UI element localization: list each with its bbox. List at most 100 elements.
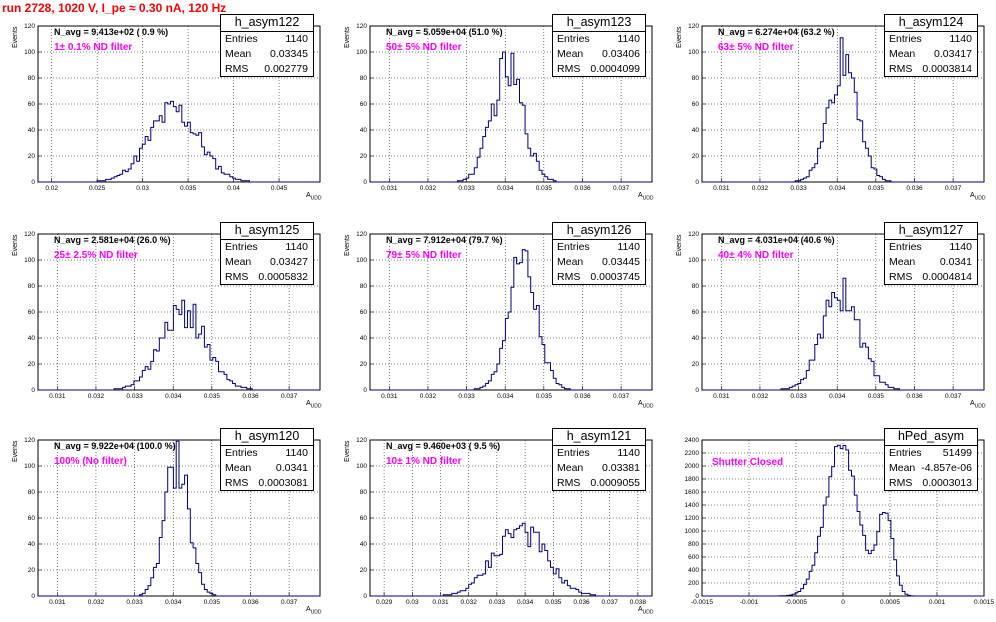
stats-label-entries: Entries (557, 241, 590, 253)
x-tick-label: 0.031 (49, 599, 66, 606)
filter-note: Shutter Closed (712, 457, 784, 468)
y-tick-label: 0 (31, 387, 35, 394)
stats-row-mean: Mean 0.0341 (221, 461, 313, 476)
stats-value-rms: 0.0003013 (922, 477, 972, 489)
y-tick-label: 1400 (685, 502, 700, 509)
stats-value-entries: 1140 (285, 33, 308, 45)
stats-value-entries: 1140 (285, 241, 308, 253)
n-avg-label: N_avg = 2.581e+04 (26.0 %) (54, 235, 171, 245)
stats-row-rms: RMS 0.0003081 (221, 476, 313, 491)
y-tick-label: 0 (695, 593, 699, 600)
y-tick-label: 40 (360, 335, 368, 342)
stats-row-entries: Entries 1140 (221, 446, 313, 461)
stats-box: h_asym127 Entries 1140 Mean 0.0341 RMS 0.00048… (884, 222, 978, 285)
histogram-name: h_asym124 (885, 15, 977, 32)
histogram-series (702, 37, 984, 183)
x-tick-label: 0.045 (271, 185, 288, 192)
stats-label-entries: Entries (889, 33, 922, 45)
y-tick-label: 20 (360, 567, 368, 574)
stats-label-entries: Entries (225, 33, 258, 45)
y-tick-label: 120 (24, 23, 35, 30)
stats-value-entries: 1140 (285, 447, 308, 459)
stats-row-rms: RMS 0.0003745 (553, 270, 645, 285)
stats-label-mean: Mean (225, 256, 252, 268)
stats-label-mean: Mean (557, 256, 584, 268)
stats-row-mean: Mean 0.03427 (221, 255, 313, 270)
y-tick-label: 20 (28, 567, 36, 574)
y-tick-label: 600 (688, 554, 699, 561)
histogram-panel-h_asym120: 0.031 0.032 0.033 0.034 0.035 0.036 0.037 0 20 40… (0, 428, 330, 620)
y-tick-label: 1200 (685, 515, 700, 522)
x-tick-label: 0.032 (88, 393, 105, 400)
x-tick-label: 0.035 (536, 185, 553, 192)
y-tick-label: 2200 (685, 450, 700, 457)
y-tick-label: 80 (28, 489, 36, 496)
y-tick-label: 40 (692, 127, 700, 134)
stats-label-rms: RMS (889, 477, 913, 489)
x-tick-label: -0.001 (740, 599, 759, 606)
x-tick-label: 0.031 (49, 393, 66, 400)
stats-label-entries: Entries (889, 241, 922, 253)
y-tick-label: 100 (356, 257, 367, 264)
x-tick-label: 0.03 (136, 185, 149, 192)
stats-value-rms: 0.0004099 (590, 63, 640, 75)
x-tick-label: 0.035 (545, 599, 562, 606)
x-tick-label: 0 (841, 599, 845, 606)
histogram-series (38, 440, 320, 597)
x-tick-label: 0.031 (381, 393, 398, 400)
histogram-name: hPed_asym (885, 429, 977, 446)
stats-row-entries: Entries 1140 (221, 32, 313, 47)
histogram-series (370, 51, 652, 183)
histogram-name: h_asym122 (221, 15, 313, 32)
stats-label-rms: RMS (225, 477, 249, 489)
y-tick-label: 120 (356, 23, 367, 30)
x-tick-label: 0.034 (517, 599, 534, 606)
x-tick-label: 0.034 (497, 393, 514, 400)
stats-label-rms: RMS (889, 271, 913, 283)
y-tick-label: 40 (28, 127, 36, 134)
x-tick-label: 0.034 (829, 393, 846, 400)
stats-value-entries: 1140 (617, 241, 640, 253)
y-axis-label: Events (344, 234, 351, 256)
page-title: run 2728, 1020 V, I_pe ≈ 0.30 nA, 120 Hz (2, 1, 227, 15)
stats-value-rms: 0.0005832 (258, 271, 308, 283)
x-tick-label: 0.037 (945, 393, 962, 400)
filter-note: 50± 5% ND filter (386, 42, 462, 53)
stats-label-rms: RMS (557, 63, 581, 75)
stats-box: h_asym120 Entries 1140 Mean 0.0341 RMS 0.00030… (220, 428, 314, 491)
stats-value-rms: 0.0003745 (590, 271, 640, 283)
x-tick-label: 0.035 (536, 393, 553, 400)
y-tick-label: 100 (688, 49, 699, 56)
stats-value-entries: 1140 (949, 241, 972, 253)
x-axis-label: AUDD (638, 606, 654, 616)
histogram-plot: 0.02 0.025 0.03 0.035 0.04 0.045 0 20 40 60 80 100 1… (24, 23, 321, 192)
stats-value-rms: 0.0004814 (922, 271, 972, 283)
y-tick-label: 0 (363, 593, 367, 600)
stats-row-mean: Mean 0.03381 (553, 461, 645, 476)
y-axis-label: Events (676, 234, 683, 256)
stats-label-rms: RMS (557, 271, 581, 283)
y-tick-label: 100 (356, 463, 367, 470)
y-tick-label: 60 (360, 101, 368, 108)
stats-row-entries: Entries 1140 (553, 446, 645, 461)
y-tick-label: 60 (28, 101, 36, 108)
stats-row-entries: Entries 1140 (553, 240, 645, 255)
filter-note: 100% (No filter) (54, 456, 127, 467)
histogram-panel-hPed_asym: -0.0015 -0.001 -0.0005 0 0.0005 0.001 0.0015 0 2… (664, 428, 994, 620)
x-tick-label: 0.036 (242, 393, 259, 400)
stats-label-entries: Entries (225, 241, 258, 253)
y-tick-label: 0 (363, 179, 367, 186)
y-tick-label: 40 (360, 541, 368, 548)
stats-value-mean: 0.03406 (602, 48, 640, 60)
x-axis-label: AUDD (638, 192, 654, 202)
stats-label-entries: Entries (557, 33, 590, 45)
n-avg-label: N_avg = 9.413e+02 ( 0.9 %) (54, 27, 169, 37)
x-tick-label: 0.033 (790, 393, 807, 400)
x-tick-label: 0.036 (574, 185, 591, 192)
stats-value-mean: 0.03381 (602, 462, 640, 474)
histogram-plot: 0.031 0.032 0.033 0.034 0.035 0.036 0.037 0 20 40… (24, 231, 321, 400)
y-tick-label: 60 (692, 309, 700, 316)
stats-row-entries: Entries 1140 (885, 240, 977, 255)
x-tick-label: 0.02 (45, 185, 58, 192)
x-tick-label: 0.034 (165, 599, 182, 606)
